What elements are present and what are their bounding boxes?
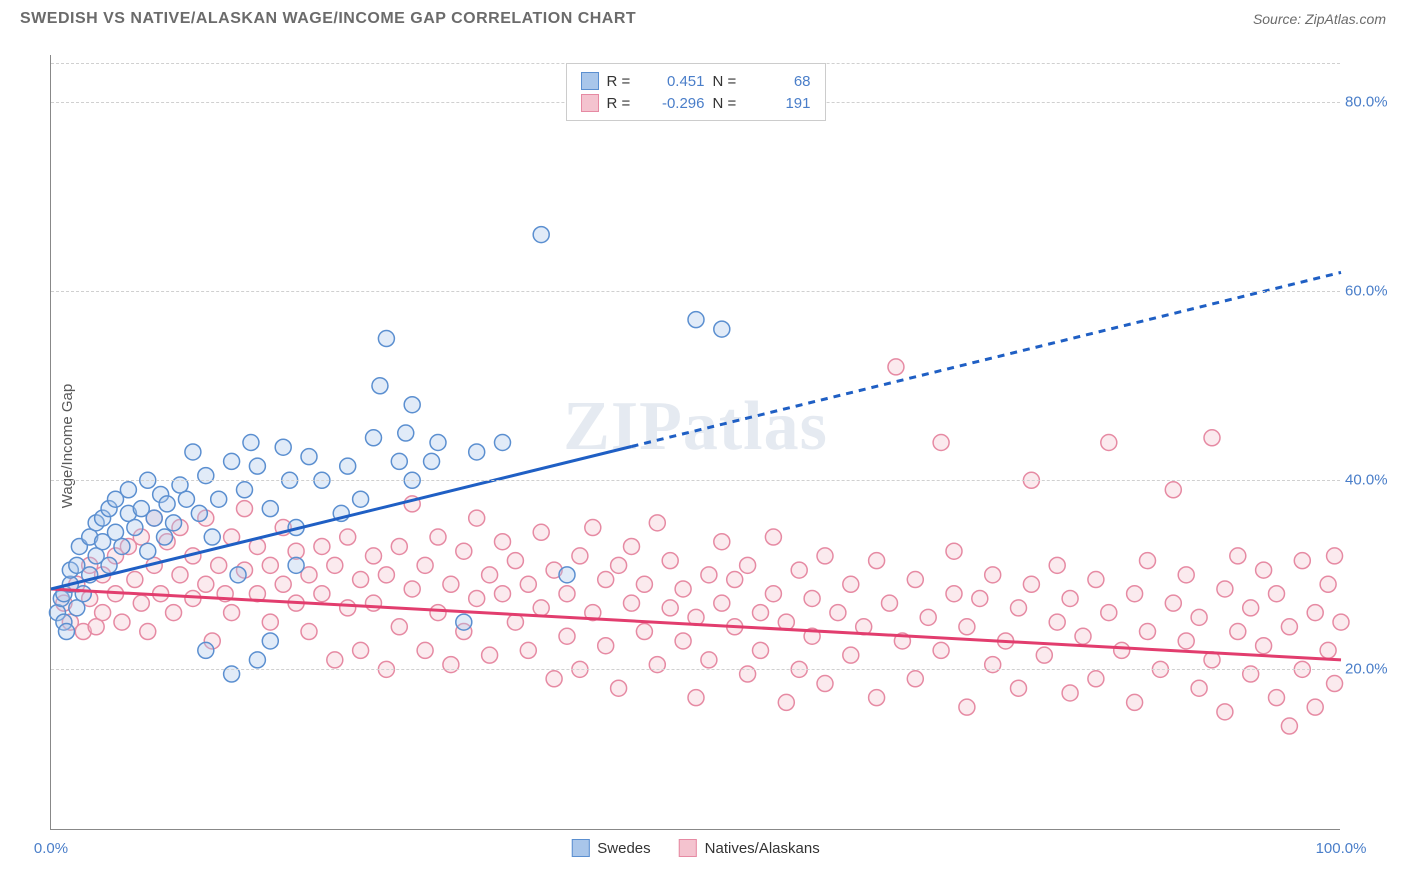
y-tick-label: 80.0% <box>1345 94 1400 111</box>
gridline <box>51 669 1340 670</box>
swatch-swedes <box>581 72 599 90</box>
chart-container: ZIPatlas R = 0.451 N = 68 R = -0.296 N =… <box>50 55 1340 830</box>
n-value-swedes: 68 <box>751 73 811 90</box>
x-tick-label: 100.0% <box>1316 840 1367 857</box>
legend-series: Swedes Natives/Alaskans <box>571 839 819 857</box>
legend-row-natives: R = -0.296 N = 191 <box>581 92 811 114</box>
y-tick-label: 60.0% <box>1345 283 1400 300</box>
r-value-natives: -0.296 <box>645 95 705 112</box>
legend-row-swedes: R = 0.451 N = 68 <box>581 70 811 92</box>
n-label: N = <box>713 73 743 90</box>
scatter-plot <box>51 55 1340 829</box>
swatch-swedes-icon <box>571 839 589 857</box>
gridline <box>51 480 1340 481</box>
r-label: R = <box>607 73 637 90</box>
r-value-swedes: 0.451 <box>645 73 705 90</box>
y-tick-label: 40.0% <box>1345 472 1400 489</box>
n-value-natives: 191 <box>751 95 811 112</box>
legend-label-swedes: Swedes <box>597 840 650 857</box>
swatch-natives-icon <box>679 839 697 857</box>
plot-area: ZIPatlas R = 0.451 N = 68 R = -0.296 N =… <box>50 55 1340 830</box>
legend-item-swedes: Swedes <box>571 839 650 857</box>
legend-correlation: R = 0.451 N = 68 R = -0.296 N = 191 <box>566 63 826 121</box>
gridline <box>51 291 1340 292</box>
r-label: R = <box>607 95 637 112</box>
chart-title: SWEDISH VS NATIVE/ALASKAN WAGE/INCOME GA… <box>20 10 636 28</box>
x-tick-label: 0.0% <box>34 840 68 857</box>
legend-label-natives: Natives/Alaskans <box>705 840 820 857</box>
n-label: N = <box>713 95 743 112</box>
swatch-natives <box>581 94 599 112</box>
legend-item-natives: Natives/Alaskans <box>679 839 820 857</box>
y-tick-label: 20.0% <box>1345 661 1400 678</box>
source-label: Source: ZipAtlas.com <box>1253 11 1386 27</box>
